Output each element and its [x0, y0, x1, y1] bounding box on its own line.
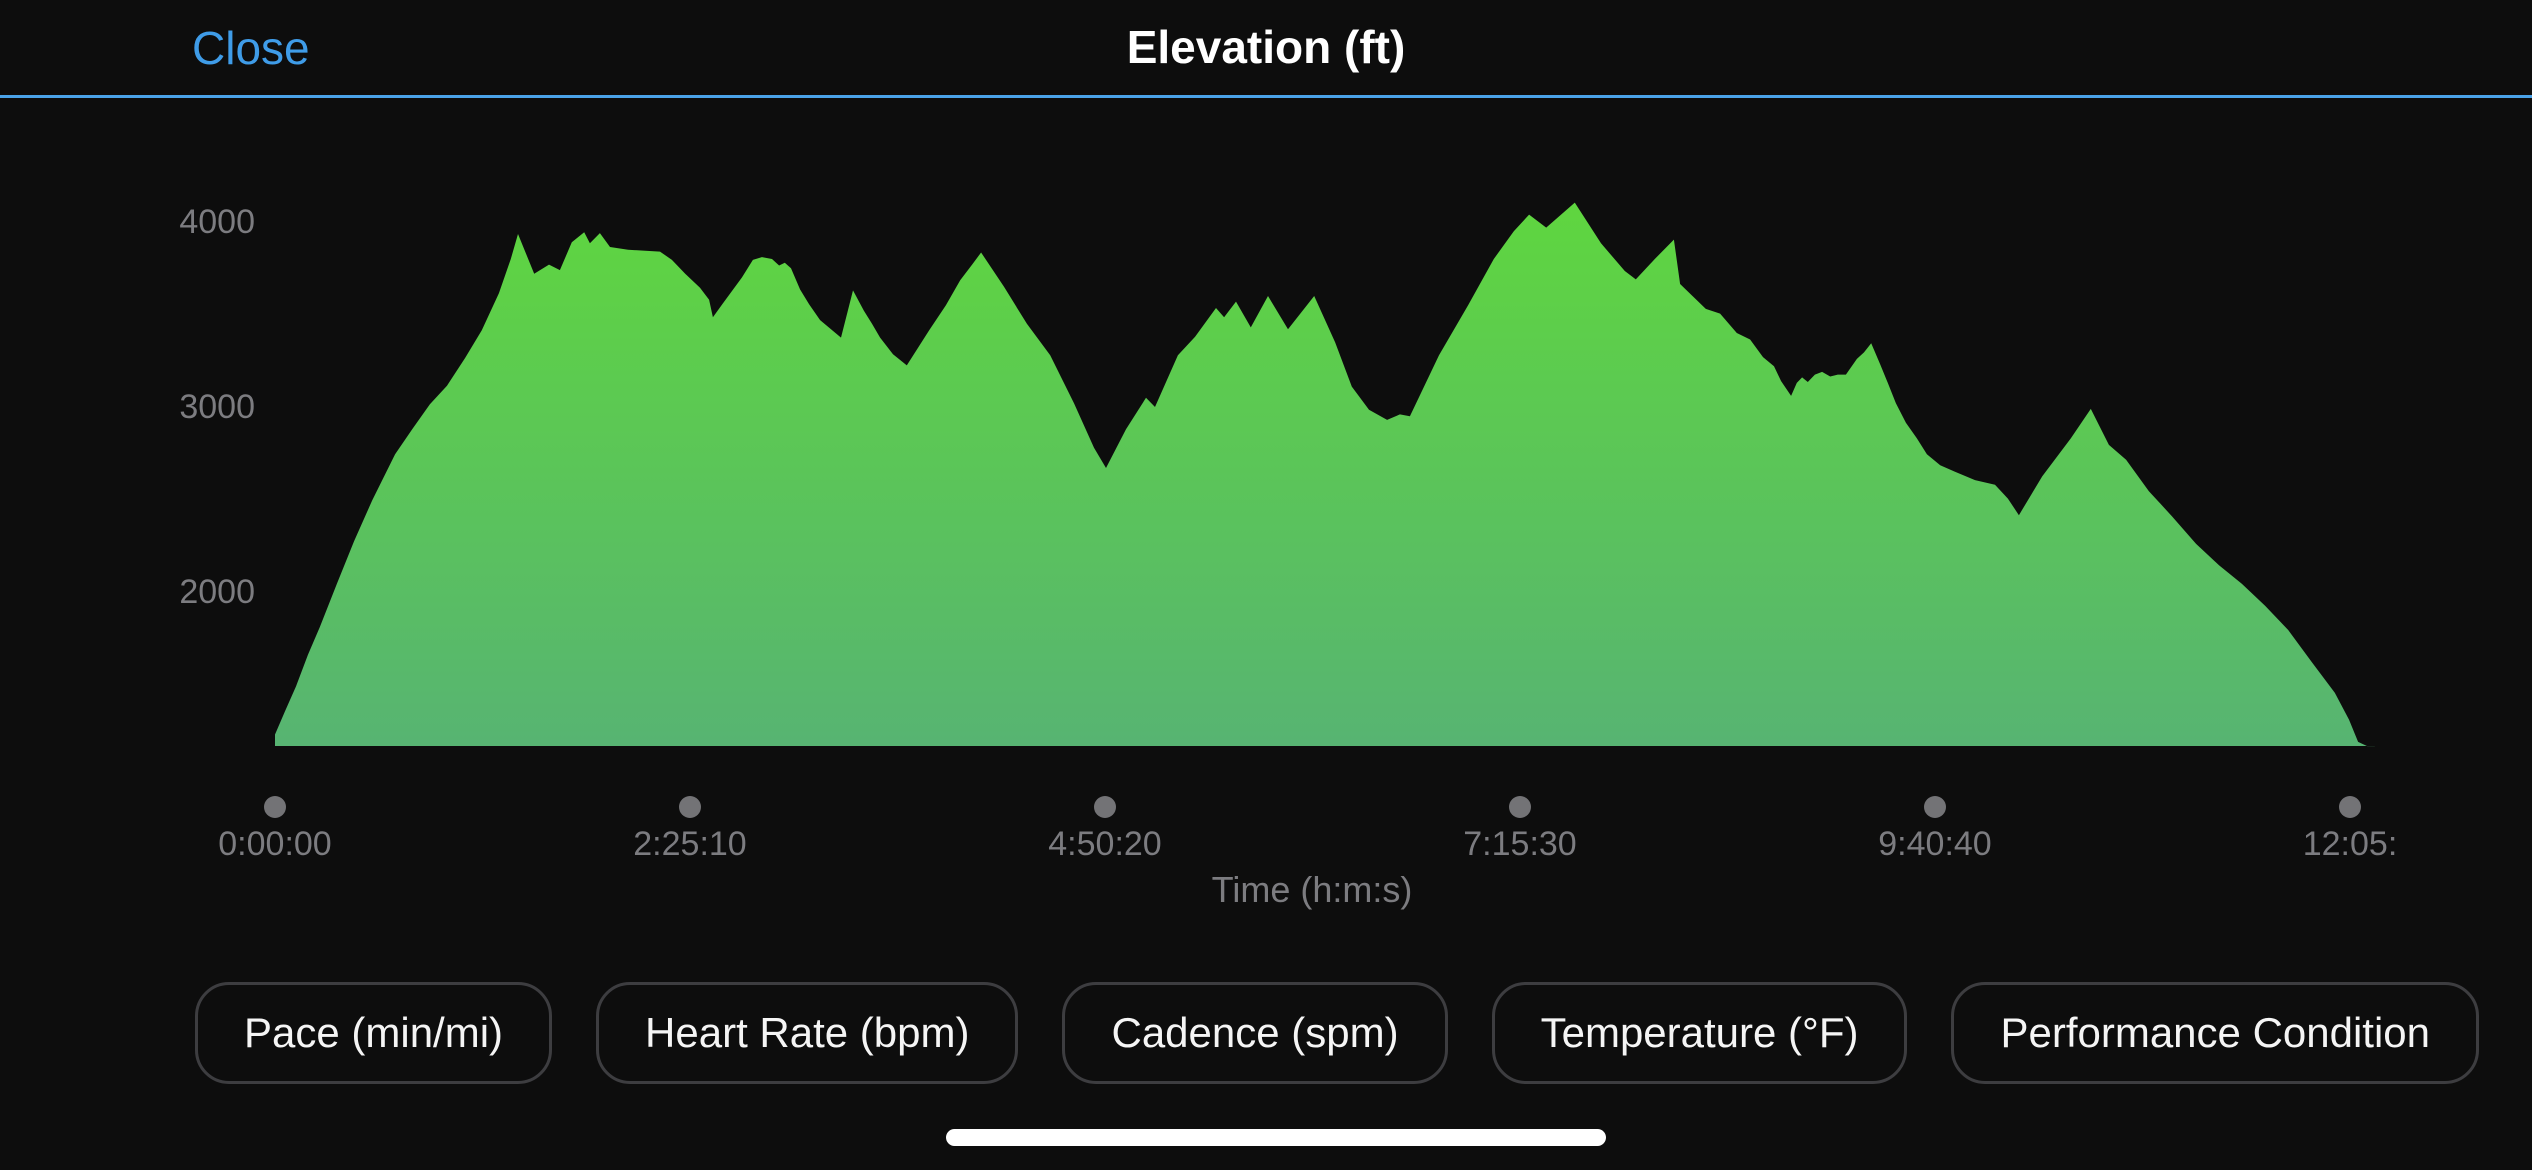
x-axis-title: Time (h:m:s)	[1211, 869, 1413, 910]
x-axis-label: 2:25:10	[633, 825, 747, 863]
x-axis-tick-dot	[264, 796, 286, 818]
y-axis-label: 2000	[179, 573, 255, 611]
x-axis-label: 12:05:	[2302, 825, 2398, 863]
elevation-area-fill	[275, 202, 2375, 747]
x-axis-label: 0:00:00	[218, 825, 332, 863]
metric-selector-row: Pace (min/mi) Heart Rate (bpm) Cadence (sp…	[195, 982, 2480, 1084]
x-axis-label: 9:40:40	[1878, 825, 1992, 863]
cadence-button[interactable]: Cadence (spm)	[1062, 982, 1448, 1084]
elevation-chart[interactable]: 4000 3000 2000 0:00:00 2:25:10 4:50:20 7:15:3…	[0, 98, 2532, 930]
heart-rate-button[interactable]: Heart Rate (bpm)	[596, 982, 1019, 1084]
x-axis-tick-dot	[1094, 796, 1116, 818]
x-axis-label: 7:15:30	[1463, 825, 1577, 863]
y-axis-label: 4000	[179, 203, 255, 241]
page-title: Elevation (ft)	[1126, 21, 1406, 73]
x-axis-label: 4:50:20	[1048, 825, 1162, 863]
temperature-button[interactable]: Temperature (°F)	[1491, 982, 1908, 1084]
home-indicator[interactable]	[946, 1129, 1606, 1146]
performance-condition-button[interactable]: Performance Condition	[1951, 982, 2480, 1084]
x-axis-tick-dot	[1924, 796, 1946, 818]
y-axis-label: 3000	[179, 388, 255, 426]
close-button[interactable]: Close	[192, 0, 310, 95]
navigation-bar: Close Elevation (ft)	[0, 0, 2532, 98]
x-axis-tick-dots	[264, 796, 2361, 818]
x-axis-tick-dot	[1509, 796, 1531, 818]
pace-button[interactable]: Pace (min/mi)	[195, 982, 553, 1084]
x-axis-tick-dot	[679, 796, 701, 818]
x-axis-tick-dot	[2339, 796, 2361, 818]
